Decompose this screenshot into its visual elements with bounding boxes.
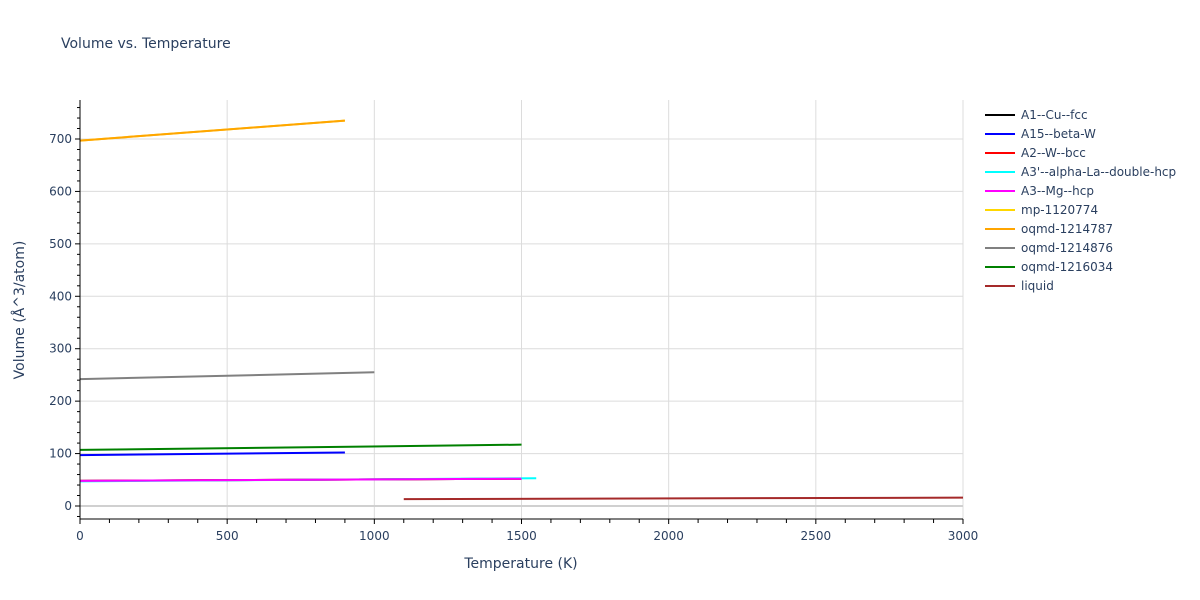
legend-line-icon <box>985 151 1015 154</box>
legend-item[interactable]: oqmd-1214787 <box>985 219 1176 238</box>
x-tick-label: 2500 <box>801 529 832 543</box>
x-tick-label: 1000 <box>359 529 390 543</box>
y-axis-title: Volume (Å^3/atom) <box>11 241 28 380</box>
legend-item[interactable]: A15--beta-W <box>985 124 1176 143</box>
legend-item[interactable]: A2--W--bcc <box>985 143 1176 162</box>
series-line-8[interactable] <box>79 443 522 451</box>
axes: 0 500 1000 1500 2000 2500 3000 0 100 200 300 400 500… <box>49 100 978 543</box>
x-tick-label: 500 <box>216 529 239 543</box>
legend-line-icon <box>985 113 1015 116</box>
legend: A1--Cu--fcc A15--beta-W A2--W--bcc A3'--alp… <box>985 105 1176 295</box>
legend-label: A1--Cu--fcc <box>1021 107 1088 122</box>
y-tick-label: 700 <box>49 132 72 146</box>
x-tick-label: 1500 <box>506 529 537 543</box>
legend-item[interactable]: A3'--alpha-La--double-hcp <box>985 162 1176 181</box>
x-tick-label: 3000 <box>948 529 979 543</box>
legend-item[interactable]: oqmd-1216034 <box>985 257 1176 276</box>
legend-label: oqmd-1216034 <box>1021 259 1114 274</box>
series-line-7[interactable] <box>79 371 375 381</box>
series-line-6[interactable] <box>79 119 345 142</box>
y-tick-label: 400 <box>49 289 72 303</box>
series-line-1[interactable] <box>79 451 345 457</box>
data-lines <box>79 119 964 501</box>
y-tick-label: 200 <box>49 394 72 408</box>
legend-label: A2--W--bcc <box>1021 145 1086 160</box>
legend-line-icon <box>985 284 1015 287</box>
legend-line-icon <box>985 246 1015 249</box>
x-tick-label: 2000 <box>653 529 684 543</box>
legend-item[interactable]: mp-1120774 <box>985 200 1176 219</box>
legend-label: A3--Mg--hcp <box>1021 183 1094 198</box>
legend-label: liquid <box>1021 278 1054 293</box>
x-axis-title: Temperature (K) <box>463 556 577 572</box>
x-tick-label: 0 <box>76 529 84 543</box>
gridlines <box>80 100 964 519</box>
legend-line-icon <box>985 189 1015 192</box>
legend-item[interactable]: liquid <box>985 276 1176 295</box>
series-line-4[interactable] <box>79 477 522 482</box>
legend-label: oqmd-1214876 <box>1021 240 1114 255</box>
legend-label: A3'--alpha-La--double-hcp <box>1021 164 1177 179</box>
legend-label: A15--beta-W <box>1021 126 1096 141</box>
y-tick-label: 100 <box>49 447 72 461</box>
legend-item[interactable]: oqmd-1214876 <box>985 238 1176 257</box>
series-line-9[interactable] <box>403 496 964 501</box>
y-tick-label: 600 <box>49 184 72 198</box>
legend-line-icon <box>985 227 1015 230</box>
legend-line-icon <box>985 170 1015 173</box>
legend-label: oqmd-1214787 <box>1021 221 1114 236</box>
chart-title: Volume vs. Temperature <box>61 36 231 52</box>
legend-line-icon <box>985 265 1015 268</box>
y-tick-label: 300 <box>49 342 72 356</box>
y-tick-label: 0 <box>64 499 72 513</box>
legend-label: mp-1120774 <box>1021 202 1099 217</box>
legend-item[interactable]: A3--Mg--hcp <box>985 181 1176 200</box>
legend-line-icon <box>985 208 1015 211</box>
y-tick-label: 500 <box>49 237 72 251</box>
legend-line-icon <box>985 132 1015 135</box>
legend-item[interactable]: A1--Cu--fcc <box>985 105 1176 124</box>
